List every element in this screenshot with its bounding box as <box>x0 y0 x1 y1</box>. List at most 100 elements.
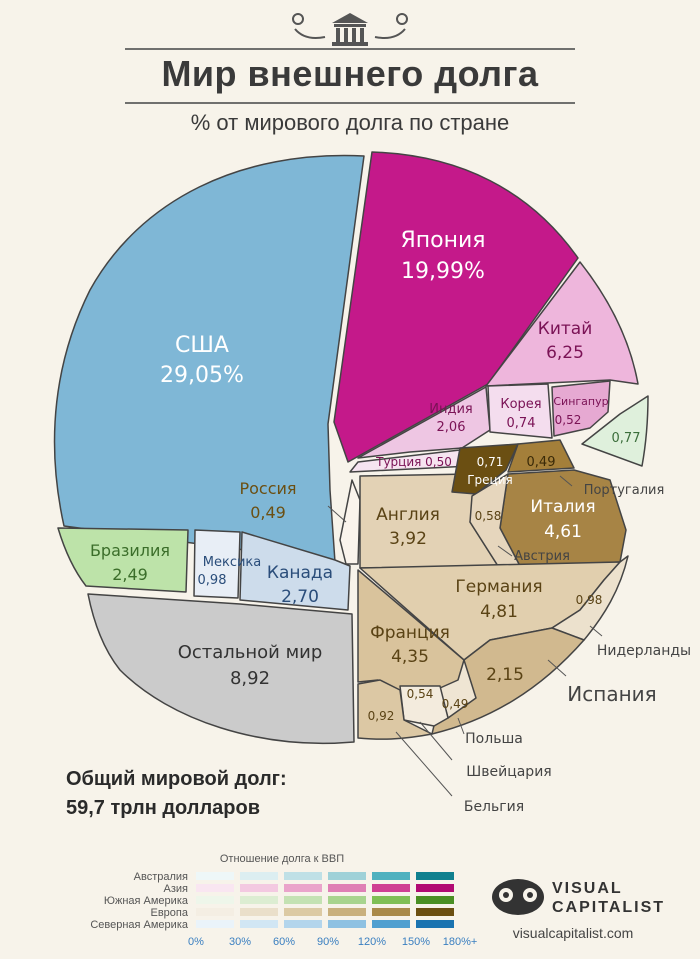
label-spain-value: 2,15 <box>486 665 524 685</box>
legend-row-label: Австралия <box>134 871 188 883</box>
legend-swatch <box>372 908 410 916</box>
label-brazil-name: Бразилия <box>90 541 170 560</box>
slice-russia[interactable] <box>339 479 361 565</box>
logo-icon <box>492 879 544 915</box>
legend-swatch <box>284 908 322 916</box>
label-singapore-name: Сингапур <box>553 395 608 408</box>
legend-swatch <box>284 896 322 904</box>
label-india-name: Индия <box>429 402 472 417</box>
legend-swatch <box>196 884 234 892</box>
label-singapore-value: 0,52 <box>555 413 582 427</box>
legend-swatch <box>416 884 454 892</box>
legend-row-label: Северная Америка <box>90 919 189 931</box>
label-rest-value: 8,92 <box>230 668 270 689</box>
legend-swatch <box>196 908 234 916</box>
label-italy-value: 4,61 <box>544 522 582 542</box>
label-france-name: Франция <box>370 623 450 643</box>
label-italy-name: Италия <box>530 497 595 517</box>
slice-japan[interactable] <box>333 151 579 463</box>
label-japan-name: Япония <box>400 228 485 253</box>
label-mexico-name: Мексика <box>203 555 261 570</box>
label-austria-name: Австрия <box>514 549 570 564</box>
legend-swatch <box>328 872 366 880</box>
legend-row-label: Азия <box>164 883 189 895</box>
legend-row-label: Южная Америка <box>104 895 189 907</box>
label-france-value: 4,35 <box>391 647 429 667</box>
slice-portugal[interactable] <box>507 439 575 473</box>
label-belgium-name: Бельгия <box>464 799 524 815</box>
slice-china[interactable] <box>485 261 639 387</box>
slice-netherlands[interactable] <box>551 555 629 641</box>
legend-swatch <box>416 908 454 916</box>
legend-tick: 90% <box>317 936 339 948</box>
label-greece-value: 0,71 <box>477 455 504 469</box>
label-switzerland-value: 0,54 <box>407 687 434 701</box>
slice-usa[interactable] <box>53 154 365 563</box>
slice-australia[interactable] <box>581 395 649 467</box>
slice-belgium[interactable] <box>357 679 433 740</box>
label-portugal-name: Португалия <box>584 483 665 498</box>
legend-row-label: Европа <box>151 907 189 919</box>
label-poland-value: 0,49 <box>442 697 469 711</box>
page-subtitle: % от мирового долга по стране <box>191 110 510 135</box>
label-china-name: Китай <box>538 319 593 339</box>
legend-swatch <box>284 884 322 892</box>
legend-swatch <box>196 896 234 904</box>
total-label: Общий мировой долг: <box>66 768 287 790</box>
label-greece-name: Греция <box>467 473 513 487</box>
legend-swatch <box>196 920 234 928</box>
label-korea-name: Корея <box>500 397 541 412</box>
legend-swatch <box>240 884 278 892</box>
label-germany-name: Германия <box>455 577 542 597</box>
label-russia-value: 0,49 <box>250 503 286 522</box>
legend-tick: 30% <box>229 936 251 948</box>
legend-swatch <box>416 872 454 880</box>
label-belgium-value: 0,92 <box>368 709 395 723</box>
legend-swatch <box>284 920 322 928</box>
label-india-value: 2,06 <box>437 420 466 435</box>
slice-brazil[interactable] <box>57 527 189 593</box>
label-canada-value: 2,70 <box>281 587 319 607</box>
page-title: Мир внешнего долга <box>161 53 539 94</box>
legend-swatch <box>240 872 278 880</box>
slice-labels: США 29,05% Япония 19,99% Китай 6,25 Инди… <box>90 228 691 815</box>
label-rest-name: Остальной мир <box>178 642 323 663</box>
legend-swatch <box>328 920 366 928</box>
label-poland-name: Польша <box>465 731 523 747</box>
visual-capitalist-logo: VISUAL CAPITALIST visualcapitalist.com <box>492 879 665 941</box>
slice-canada[interactable] <box>239 531 351 611</box>
label-turkey: Турция 0,50 <box>375 455 452 469</box>
slice-greece[interactable] <box>451 443 519 495</box>
slice-korea[interactable] <box>487 383 553 439</box>
legend-tick: 0% <box>188 936 204 948</box>
slice-rest-of-world[interactable] <box>87 593 355 745</box>
label-australia-value: 0,77 <box>612 431 641 446</box>
label-china-value: 6,25 <box>546 343 584 363</box>
legend-swatch <box>328 908 366 916</box>
label-germany-value: 4,81 <box>480 602 518 622</box>
label-netherlands-value: 0,98 <box>576 593 603 607</box>
slice-singapore[interactable] <box>551 380 611 437</box>
legend-tick: 60% <box>273 936 295 948</box>
label-portugal-value: 0,49 <box>527 455 556 470</box>
legend-swatch <box>372 920 410 928</box>
legend-swatch <box>372 896 410 904</box>
brand-name-line1: VISUAL <box>552 880 623 897</box>
legend-swatch <box>416 896 454 904</box>
legend: Отношение долга к ВВП АвстралияАзияЮжная… <box>90 853 477 948</box>
label-switzerland-name: Швейцария <box>466 764 551 780</box>
label-usa-value: 29,05% <box>160 363 244 388</box>
brand-url[interactable]: visualcapitalist.com <box>513 925 634 941</box>
legend-tick: 120% <box>358 936 386 948</box>
label-usa-name: США <box>175 333 229 358</box>
slice-mexico[interactable] <box>193 529 241 599</box>
label-brazil-value: 2,49 <box>112 565 148 584</box>
label-japan-value: 19,99% <box>401 259 485 284</box>
legend-swatch <box>416 920 454 928</box>
legend-swatch <box>196 872 234 880</box>
legend-swatch <box>284 872 322 880</box>
legend-swatch <box>240 908 278 916</box>
brand-name-line2: CAPITALIST <box>552 899 665 916</box>
label-mexico-value: 0,98 <box>198 573 227 588</box>
